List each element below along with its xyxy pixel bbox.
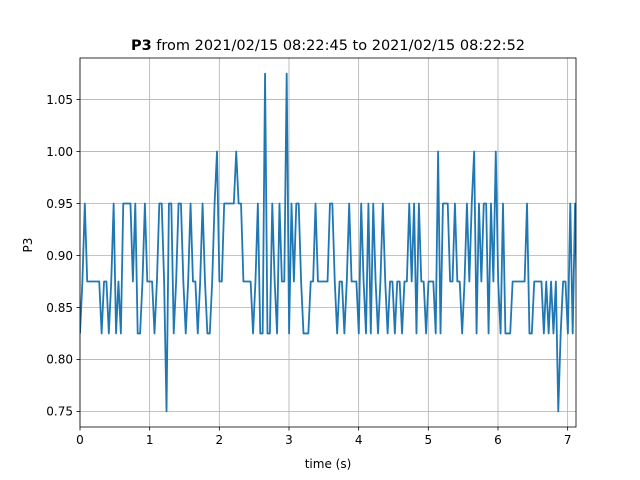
x-tick-label: 1 — [146, 433, 154, 447]
plot-frame — [79, 57, 577, 428]
x-tick-label: 0 — [76, 433, 84, 447]
y-axis-label: P3 — [21, 238, 35, 253]
y-tick-label: 0.90 — [46, 249, 73, 263]
x-tick-label: 6 — [494, 433, 502, 447]
series-group — [80, 72, 576, 413]
y-tick-label: 1.05 — [46, 93, 73, 107]
x-tick-label: 3 — [285, 433, 293, 447]
x-tick-label: 7 — [564, 433, 572, 447]
chart-title: P3 from 2021/02/15 08:22:45 to 2021/02/1… — [131, 38, 525, 54]
series-line — [80, 72, 576, 413]
y-tick-label: 1.00 — [46, 145, 73, 159]
x-tick-label: 5 — [424, 433, 432, 447]
ticks: 0 1 2 3 4 5 6 7 0.75 0.80 0.85 0.90 0.95 1.00 1.05 — [46, 93, 571, 447]
y-tick-label: 0.80 — [46, 353, 73, 367]
x-tick-label: 4 — [355, 433, 363, 447]
y-tick-label: 0.85 — [46, 301, 73, 315]
x-tick-label: 2 — [216, 433, 224, 447]
chart-title-rest: from 2021/02/15 08:22:45 to 2021/02/15 0… — [152, 38, 525, 54]
y-tick-label: 0.75 — [46, 405, 73, 419]
y-tick-label: 0.95 — [46, 197, 73, 211]
x-axis-label: time (s) — [305, 457, 352, 471]
chart-title-bold: P3 — [131, 38, 152, 54]
